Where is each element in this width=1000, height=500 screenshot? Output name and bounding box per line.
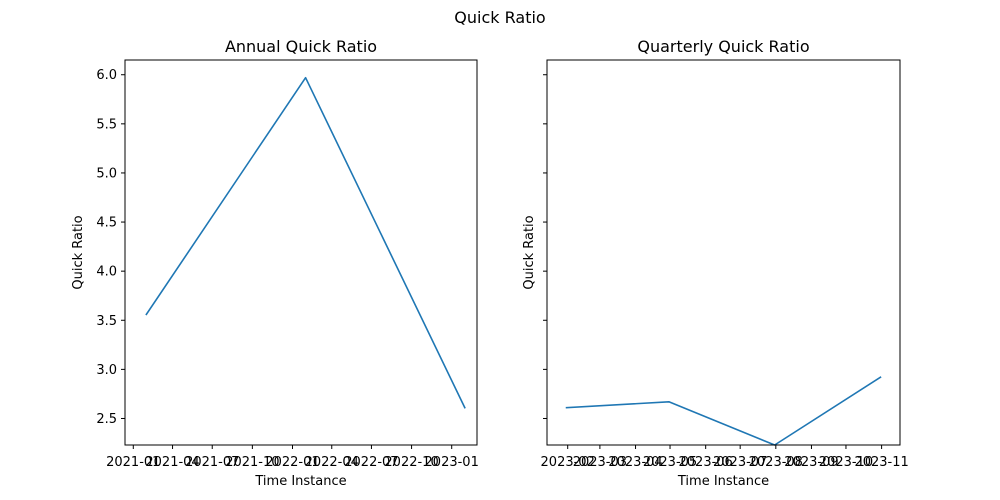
annual-quick-ratio-x-tick-label: 2022-04: [305, 455, 359, 470]
annual-quick-ratio-x-tick-label: 2022-07: [344, 455, 398, 470]
annual-quick-ratio-y-tick-label: 2.5: [96, 412, 117, 427]
annual-quick-ratio-y-tick-label: 4.5: [96, 216, 117, 231]
quarterly-quick-ratio-x-tick-label: 2023-08: [749, 455, 803, 470]
annual-quick-ratio-x-tick-label: 2021-10: [225, 455, 279, 470]
quarterly-quick-ratio-x-tick-label: 2023-02: [541, 455, 595, 470]
annual-quick-ratio-y-tick-label: 3.0: [96, 363, 117, 378]
annual-quick-ratio-chart: 2021-012021-042021-072021-102022-012022-…: [71, 37, 479, 489]
annual-quick-ratio-y-tick-label: 4.0: [96, 265, 117, 280]
quarterly-quick-ratio-x-tick-label: 2023-07: [713, 455, 767, 470]
quarterly-quick-ratio-x-tick-label: 2023-04: [608, 455, 662, 470]
annual-quick-ratio-x-tick-label: 2021-01: [106, 455, 160, 470]
quarterly-quick-ratio-x-tick-label: 2023-05: [643, 455, 697, 470]
quarterly-quick-ratio-x-tick-label: 2023-10: [819, 455, 873, 470]
annual-quick-ratio-y-tick-label: 5.0: [96, 166, 117, 181]
annual-quick-ratio-x-tick-label: 2021-04: [145, 455, 199, 470]
annual-quick-ratio-title: Annual Quick Ratio: [225, 37, 377, 56]
quarterly-quick-ratio-title: Quarterly Quick Ratio: [637, 37, 809, 56]
annual-quick-ratio-series-line-0: [145, 76, 466, 409]
quarterly-quick-ratio-x-axis-label: Time Instance: [677, 474, 769, 489]
annual-quick-ratio-x-axis-label: Time Instance: [254, 474, 346, 489]
annual-quick-ratio-y-tick-label: 5.5: [96, 117, 117, 132]
quarterly-quick-ratio-axes-frame: [546, 59, 901, 446]
annual-quick-ratio-y-tick-label: 3.5: [96, 314, 117, 329]
quarterly-quick-ratio-x-tick-label: 2023-06: [679, 455, 733, 470]
annual-quick-ratio-x-tick-label: 2022-10: [384, 455, 438, 470]
quarterly-quick-ratio-x-tick-label: 2023-03: [573, 455, 627, 470]
annual-quick-ratio-x-tick-label: 2023-01: [425, 455, 479, 470]
annual-quick-ratio-x-tick-label: 2021-07: [185, 455, 239, 470]
annual-quick-ratio-y-tick-label: 6.0: [96, 68, 117, 83]
annual-quick-ratio-x-tick-label: 2022-01: [265, 455, 319, 470]
quarterly-quick-ratio-y-axis-label: Quick Ratio: [522, 215, 537, 289]
annual-quick-ratio-y-axis-label: Quick Ratio: [71, 215, 86, 289]
annual-quick-ratio-axes-frame: [124, 59, 478, 446]
quarterly-quick-ratio-x-tick-label: 2023-09: [784, 455, 838, 470]
figure-title: Quick Ratio: [454, 8, 545, 27]
quarterly-quick-ratio-chart: 2023-022023-032023-042023-052023-062023-…: [522, 37, 909, 489]
quarterly-quick-ratio-x-tick-label: 2023-11: [854, 455, 908, 470]
quarterly-quick-ratio-series-line-0: [565, 376, 882, 446]
